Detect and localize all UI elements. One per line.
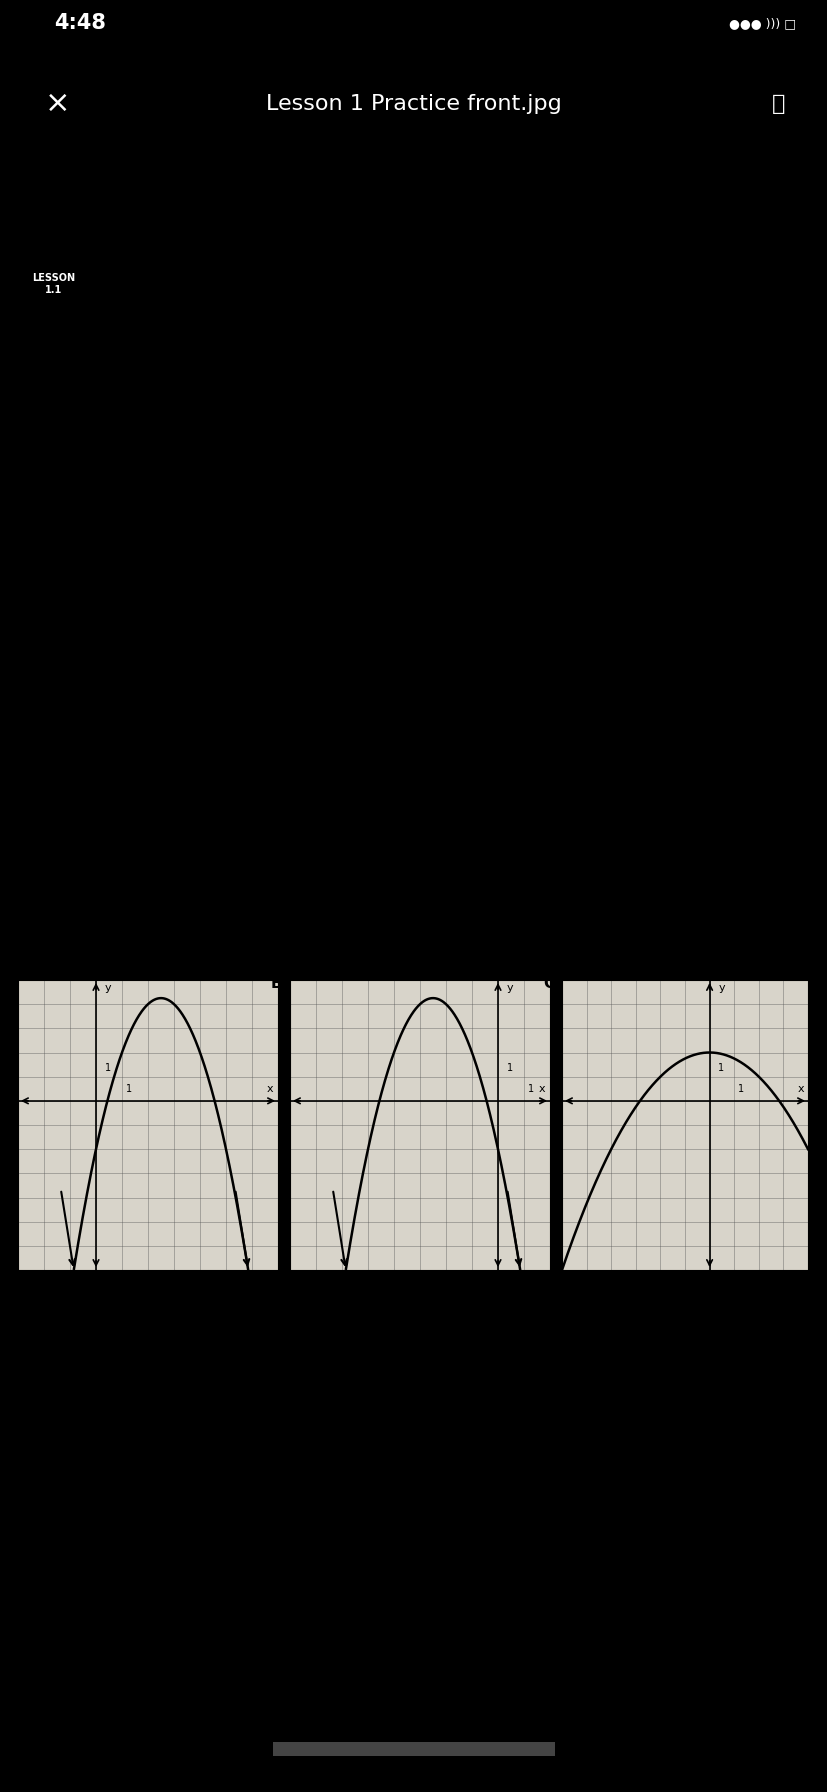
- Text: opens up: opens up: [419, 340, 495, 355]
- Text: y = −x² − 5x – 2: y = −x² − 5x – 2: [294, 774, 410, 788]
- Text: or: or: [482, 340, 504, 355]
- Text: Match the equation with its graph.: Match the equation with its graph.: [25, 729, 323, 745]
- Text: 1: 1: [737, 1084, 743, 1095]
- Text: Name: Name: [30, 226, 75, 240]
- Text: 5.: 5.: [25, 620, 41, 634]
- Text: 8.: 8.: [270, 774, 284, 788]
- Text: y = −4x² – 2x + 9: y = −4x² – 2x + 9: [442, 511, 580, 525]
- Text: ⤢: ⤢: [771, 93, 784, 113]
- Text: A.: A.: [0, 977, 17, 991]
- Text: y: y: [717, 984, 724, 993]
- Text: 2.: 2.: [414, 400, 431, 416]
- Text: y: y: [105, 984, 112, 993]
- Text: Date: Date: [509, 226, 546, 240]
- Text: B.: B.: [270, 977, 288, 991]
- Text: x: x: [538, 1084, 545, 1095]
- Text: 4.: 4.: [414, 511, 431, 525]
- Text: 6.: 6.: [414, 620, 431, 634]
- Text: y = −3x² + 1: y = −3x² + 1: [53, 400, 154, 416]
- Text: y = −x² + 5x − 2: y = −x² + 5x − 2: [50, 774, 170, 788]
- Text: Lesson 1 Practice front.jpg: Lesson 1 Practice front.jpg: [265, 93, 562, 113]
- Text: , (b) find the vertex, and (c) find the axis of symmetry.: , (b) find the vertex, and (c) find the …: [103, 362, 556, 376]
- Text: Practice: Practice: [95, 263, 234, 294]
- Text: 1: 1: [105, 1063, 111, 1073]
- Text: 1.: 1.: [25, 400, 41, 416]
- Bar: [273, 1742, 554, 1756]
- Text: 1: 1: [506, 1063, 513, 1073]
- Text: y = 5x² – 5x + 7: y = 5x² – 5x + 7: [53, 620, 177, 634]
- Text: 7.: 7.: [25, 774, 40, 788]
- Text: For the following functions (a) tell whether the graph: For the following functions (a) tell whe…: [25, 340, 473, 355]
- Text: x: x: [796, 1084, 803, 1095]
- Text: ×: ×: [45, 90, 70, 118]
- Text: opens down: opens down: [25, 362, 124, 376]
- Text: C.: C.: [543, 977, 560, 991]
- Text: x: x: [266, 1084, 273, 1095]
- Text: For use with the lesson “Graph Quadratic Functions in Standard Form”: For use with the lesson “Graph Quadratic…: [95, 294, 487, 305]
- Text: 3.: 3.: [25, 511, 41, 525]
- Bar: [25, 260, 83, 308]
- Text: y = 3x² – 2x: y = 3x² – 2x: [53, 511, 146, 525]
- Text: 9.: 9.: [529, 774, 544, 788]
- Text: LESSON
1.1: LESSON 1.1: [32, 272, 75, 296]
- Text: ●●● ))) □: ●●● ))) □: [728, 16, 795, 30]
- Text: 1: 1: [717, 1063, 724, 1073]
- Text: y: y: [506, 984, 513, 993]
- Text: 1: 1: [126, 1084, 131, 1095]
- Text: y = −2x² – 1: y = −2x² – 1: [442, 400, 538, 416]
- Text: y = −2x² – 3x + 3: y = −2x² – 3x + 3: [442, 620, 580, 634]
- Text: y = −½x² + 2: y = −½x² + 2: [554, 774, 651, 788]
- Text: 4:48: 4:48: [54, 13, 106, 34]
- Text: 1: 1: [528, 1084, 533, 1095]
